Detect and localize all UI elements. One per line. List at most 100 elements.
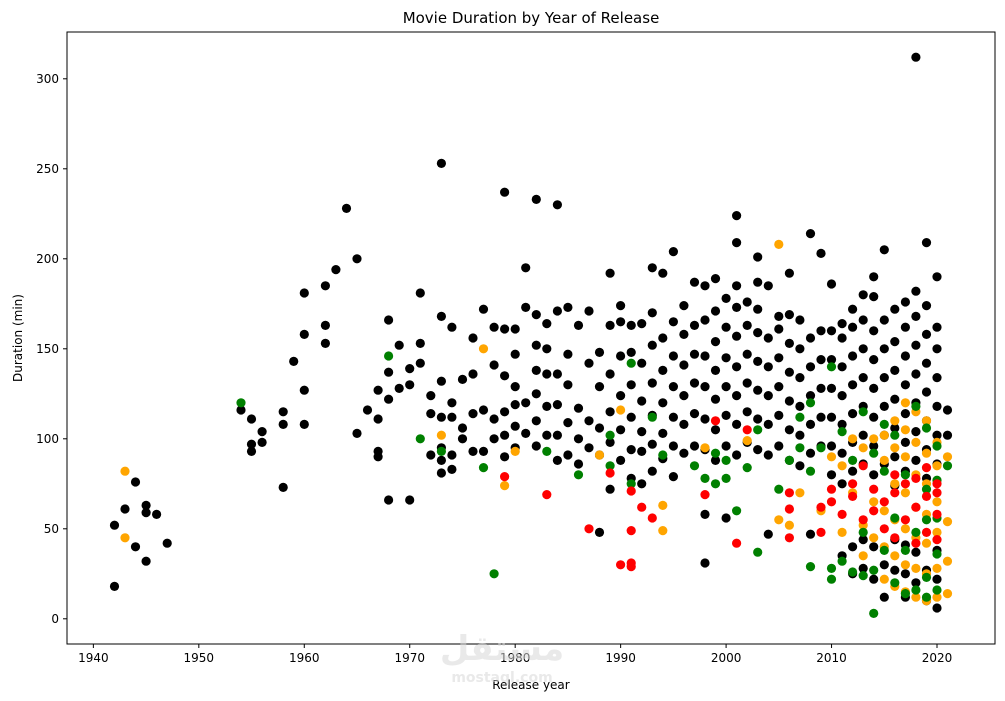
data-point-black	[763, 281, 773, 291]
data-point-black	[447, 398, 457, 408]
data-point-black	[837, 419, 847, 429]
data-point-black	[405, 380, 415, 390]
data-point-green	[942, 461, 953, 471]
data-point-red	[710, 416, 721, 426]
data-point-black	[869, 574, 879, 584]
data-point-black	[658, 365, 668, 375]
data-point-black	[447, 464, 457, 474]
data-point-black	[637, 479, 647, 489]
data-point-orange	[784, 520, 795, 530]
data-point-orange	[911, 592, 921, 602]
data-point-black	[911, 286, 921, 296]
data-point-green	[900, 470, 911, 480]
data-point-black	[848, 466, 858, 476]
data-point-green	[415, 434, 425, 444]
data-point-black	[805, 529, 816, 539]
data-point-black	[246, 446, 257, 456]
data-point-green	[921, 515, 932, 525]
data-point-red	[869, 484, 879, 494]
data-point-black	[879, 373, 889, 383]
data-point-red	[858, 515, 868, 525]
data-point-orange	[921, 538, 932, 548]
y-tick-label: 250	[36, 162, 59, 176]
data-point-black	[900, 297, 911, 307]
data-point-black	[932, 272, 942, 282]
data-point-black	[879, 245, 889, 255]
data-point-black	[500, 430, 510, 440]
data-point-black	[510, 421, 520, 431]
data-point-black	[689, 409, 700, 419]
data-point-black	[732, 211, 742, 221]
data-point-red	[616, 560, 626, 570]
data-point-black	[594, 423, 605, 433]
data-point-black	[774, 410, 784, 420]
data-point-green	[573, 470, 584, 480]
data-point-black	[848, 542, 858, 552]
data-point-black	[542, 369, 552, 379]
data-point-green	[721, 473, 731, 483]
data-point-black	[246, 439, 257, 449]
data-point-black	[795, 401, 805, 411]
data-point-black	[658, 268, 668, 278]
x-tick-label: 1970	[394, 651, 425, 665]
data-point-black	[478, 446, 489, 456]
data-point-black	[616, 425, 626, 435]
data-point-green	[742, 463, 752, 473]
data-point-black	[584, 306, 594, 316]
data-point-black	[742, 378, 752, 388]
data-point-green	[848, 567, 858, 577]
data-point-black	[616, 301, 626, 311]
data-point-black	[837, 333, 847, 343]
data-point-black	[826, 279, 837, 289]
data-point-black	[478, 405, 489, 415]
data-point-black	[869, 470, 879, 480]
data-point-black	[531, 389, 541, 399]
data-point-orange	[120, 466, 130, 476]
x-tick-label: 1960	[289, 651, 320, 665]
data-point-red	[784, 533, 795, 543]
data-point-black	[542, 430, 552, 440]
data-point-black	[668, 382, 679, 392]
data-point-orange	[879, 455, 889, 465]
data-point-black	[879, 315, 889, 325]
data-point-black	[668, 317, 679, 327]
data-point-orange	[900, 452, 911, 462]
data-point-black	[500, 371, 510, 381]
data-point-black	[447, 450, 457, 460]
data-point-black	[531, 441, 541, 451]
data-point-orange	[932, 527, 942, 538]
data-point-black	[436, 468, 446, 478]
data-point-black	[626, 445, 636, 455]
data-point-green	[900, 589, 911, 599]
data-point-black	[384, 394, 394, 404]
data-point-black	[900, 569, 911, 579]
data-point-black	[626, 347, 636, 357]
data-point-black	[879, 344, 889, 354]
x-tick-label: 2010	[816, 651, 847, 665]
data-point-black	[795, 315, 805, 325]
data-point-black	[710, 306, 721, 316]
data-point-black	[647, 378, 657, 388]
data-point-black	[141, 507, 151, 518]
data-point-black	[109, 520, 120, 530]
data-point-black	[732, 281, 742, 291]
data-point-orange	[900, 560, 911, 570]
data-point-black	[942, 405, 953, 415]
data-point-black	[911, 427, 921, 437]
data-point-orange	[932, 461, 942, 471]
data-point-black	[637, 446, 647, 456]
data-point-black	[384, 495, 394, 505]
data-point-black	[805, 333, 816, 343]
data-point-black	[616, 317, 626, 327]
data-point-black	[689, 320, 700, 330]
data-point-orange	[594, 450, 605, 460]
data-point-black	[763, 529, 773, 539]
data-point-black	[510, 349, 520, 359]
y-tick-label: 150	[36, 342, 59, 356]
data-point-red	[858, 461, 868, 471]
data-point-black	[742, 297, 752, 307]
data-point-black	[753, 277, 763, 287]
data-point-black	[500, 187, 510, 197]
data-point-black	[436, 376, 446, 386]
data-point-black	[373, 446, 383, 456]
